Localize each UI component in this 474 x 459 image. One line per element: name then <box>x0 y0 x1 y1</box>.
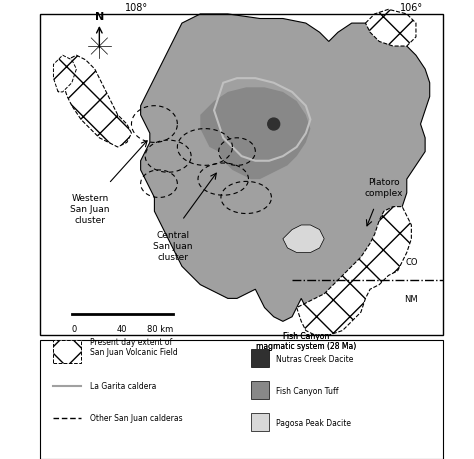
Text: Fish Canyon Tuff: Fish Canyon Tuff <box>276 386 338 395</box>
Text: Fish Canyon
magmatic system (28 Ma): Fish Canyon magmatic system (28 Ma) <box>255 331 356 350</box>
Polygon shape <box>141 15 430 322</box>
Text: N: N <box>95 12 104 22</box>
Polygon shape <box>63 56 131 148</box>
Text: Fish Canyon
magmatic system (28 Ma): Fish Canyon magmatic system (28 Ma) <box>255 331 356 350</box>
Text: Central
San Juan
cluster: Central San Juan cluster <box>153 230 192 261</box>
Bar <box>251 381 269 399</box>
Text: 80 km: 80 km <box>146 324 173 333</box>
Text: Pagosa Peak Dacite: Pagosa Peak Dacite <box>276 418 351 427</box>
Bar <box>251 413 269 431</box>
Polygon shape <box>297 207 411 336</box>
Text: CO: CO <box>405 257 418 267</box>
Bar <box>251 349 269 367</box>
Text: Platoro
complex: Platoro complex <box>365 178 403 198</box>
Text: NM: NM <box>404 294 418 303</box>
Text: Western
San Juan
cluster: Western San Juan cluster <box>71 193 110 224</box>
Text: 108°: 108° <box>125 3 147 12</box>
Polygon shape <box>201 88 310 180</box>
Polygon shape <box>54 56 76 93</box>
Circle shape <box>268 119 280 131</box>
Text: 0: 0 <box>72 324 77 333</box>
Text: Other San Juan calderas: Other San Juan calderas <box>90 413 183 422</box>
Bar <box>40 340 444 459</box>
Bar <box>40 15 444 336</box>
Text: 106°: 106° <box>400 3 423 12</box>
Text: Present day extent of
San Juan Volcanic Field: Present day extent of San Juan Volcanic … <box>90 337 178 357</box>
Text: Nutras Creek Dacite: Nutras Creek Dacite <box>276 354 354 363</box>
Polygon shape <box>365 10 416 47</box>
FancyBboxPatch shape <box>54 340 81 363</box>
Text: 40: 40 <box>117 324 128 333</box>
Polygon shape <box>283 225 324 253</box>
Text: La Garita caldera: La Garita caldera <box>90 381 156 390</box>
